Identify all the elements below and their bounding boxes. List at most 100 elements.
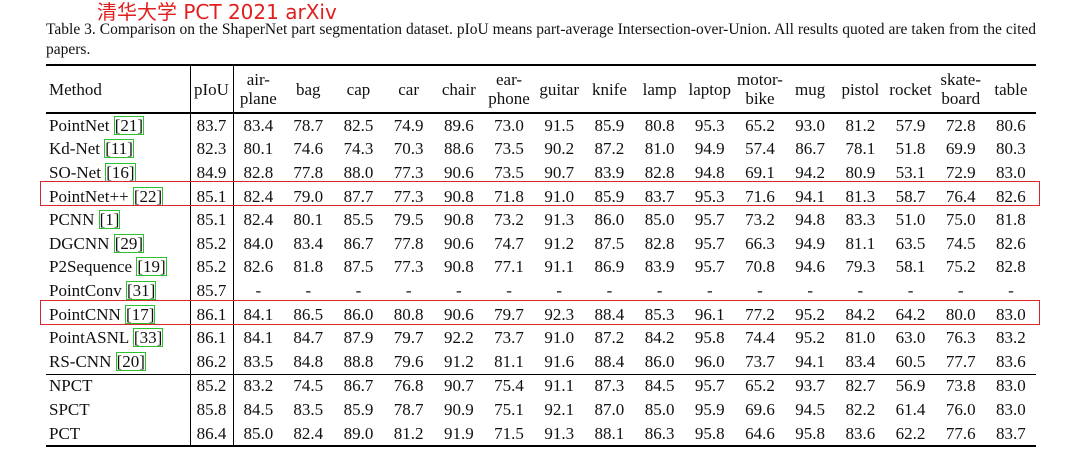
value-cell: - — [1008, 280, 1014, 300]
method-name: DGCNN — [49, 233, 114, 253]
value-cell: 83.6 — [996, 351, 1026, 371]
method-cell: RS-CNN [20] — [46, 349, 191, 375]
value-cell: 73.8 — [935, 373, 986, 399]
value-cell: 80.3 — [996, 139, 1026, 159]
value-cell: 74.5 — [283, 373, 334, 399]
citation-link[interactable]: [33] — [132, 328, 164, 348]
value-cell: 90.6 — [443, 233, 474, 253]
value-cell: 95.2 — [795, 304, 826, 324]
value-cell: 83.4 — [293, 233, 324, 253]
value-cell: 76.0 — [945, 399, 976, 419]
table-row: SPCT 85.8 84.5 83.5 85.9 78.7 90.9 75.1 92.1 87.0… — [46, 398, 1036, 422]
citation-link[interactable]: [21] — [113, 115, 145, 135]
column-header-line1: pistol — [841, 79, 880, 99]
value-cell: 83.4 — [243, 115, 274, 135]
column-header-line1: ear- — [495, 70, 523, 89]
value-cell: 91.3 — [544, 210, 575, 230]
method-cell: SPCT — [46, 398, 191, 422]
citation-link[interactable]: [1] — [98, 210, 121, 230]
table-row: PointNet [21] 83.7 83.4 78.7 82.5 74.9 89.6 73.… — [46, 113, 1036, 138]
value-cell: - — [305, 280, 312, 300]
method-name: PointNet — [49, 115, 114, 135]
citation-link[interactable]: [19] — [136, 257, 167, 277]
method-name: PointCNN — [49, 304, 126, 324]
value-cell: 86.7 — [333, 373, 384, 399]
value-cell: 71.8 — [494, 186, 524, 206]
value-cell: - — [556, 280, 563, 300]
value-cell: 83.6 — [835, 421, 886, 448]
value-cell: 75.1 — [494, 399, 524, 419]
citation-link[interactable]: [22] — [132, 186, 164, 206]
citation-link[interactable]: [17] — [125, 304, 156, 324]
table-row: P2Sequence [19] 85.2 82.6 81.8 87.5 77.3 90.8 7… — [46, 255, 1036, 280]
table-header: Method pIoU air-plane bag cap car chair ear-pho… — [46, 65, 1036, 113]
value-cell: 87.5 — [343, 257, 374, 277]
value-cell: 83.7 — [644, 186, 675, 206]
value-cell: 85.5 — [343, 210, 374, 230]
value-cell: 95.8 — [785, 421, 836, 448]
value-cell: 82.4 — [243, 186, 274, 206]
piou-cell: 85.2 — [190, 255, 234, 280]
table-row: SO-Net [16] 84.9 82.8 77.8 88.0 77.3 90.6 73.5 9… — [46, 161, 1036, 185]
value-cell: 85.0 — [644, 399, 675, 419]
value-cell: 95.2 — [795, 328, 826, 348]
column-header: chair — [434, 65, 484, 113]
value-cell: 86.3 — [634, 421, 685, 448]
value-cell: 77.1 — [494, 257, 524, 277]
value-cell: 73.5 — [494, 162, 524, 182]
column-header: motor-bike — [735, 65, 785, 113]
value-cell: 51.8 — [895, 139, 926, 159]
value-cell: 79.7 — [494, 304, 524, 324]
value-cell: 85.9 — [343, 399, 374, 419]
value-cell: 81.1 — [494, 351, 524, 371]
value-cell: 53.1 — [895, 162, 926, 182]
column-header-line2: plane — [239, 89, 277, 108]
value-cell: 73.0 — [494, 115, 524, 135]
citation-link[interactable]: [11] — [104, 139, 134, 159]
value-cell: 69.1 — [745, 162, 775, 182]
value-cell: 83.2 — [996, 328, 1026, 348]
piou-cell: 85.1 — [190, 208, 234, 232]
method-name: PointConv — [49, 280, 126, 300]
value-cell: 69.9 — [945, 139, 976, 159]
column-header-line1: air- — [246, 70, 270, 89]
column-header-line1: chair — [441, 79, 476, 99]
value-cell: 83.0 — [985, 373, 1036, 399]
watermark-label: 清华大学 PCT 2021 arXiv — [97, 0, 337, 24]
value-cell: 74.5 — [945, 233, 976, 253]
table-row: PointConv [31] 85.7- - - - - - - - - - - - - - - - — [46, 279, 1036, 303]
value-cell: 84.5 — [243, 399, 274, 419]
citation-link[interactable]: [20] — [115, 351, 146, 371]
value-cell: 93.0 — [795, 115, 826, 135]
value-cell: 85.3 — [644, 304, 675, 324]
value-cell: 76.8 — [383, 373, 434, 399]
piou-cell: 85.8 — [190, 398, 234, 422]
value-cell: 83.2 — [233, 373, 284, 399]
value-cell: 94.9 — [694, 139, 725, 159]
value-cell: 95.3 — [694, 186, 725, 206]
value-cell: 80.8 — [644, 115, 675, 135]
method-name: NPCT — [49, 376, 93, 396]
value-cell: 85.0 — [644, 210, 675, 230]
value-cell: 70.8 — [745, 257, 775, 277]
value-cell: 84.2 — [644, 328, 675, 348]
citation-link[interactable]: [16] — [105, 162, 136, 182]
citation-link[interactable]: [31] — [126, 280, 157, 300]
method-cell: P2Sequence [19] — [46, 255, 191, 280]
value-cell: 90.6 — [443, 162, 474, 182]
table-row: NPCT 85.2 83.2 74.5 86.7 76.8 90.7 75.4 91.1 87.3… — [46, 373, 1036, 399]
column-header-line1: laptop — [688, 79, 732, 99]
value-cell: - — [857, 280, 864, 300]
value-cell: 84.0 — [243, 233, 274, 253]
table-row: PointASNL [33] 86.1 84.1 84.7 87.9 79.7 92.2 73… — [46, 326, 1036, 350]
piou-cell: 82.3 — [190, 137, 234, 162]
value-cell: 91.2 — [544, 233, 575, 253]
column-header-line1: Method — [49, 79, 102, 99]
value-cell: 96.1 — [694, 304, 725, 324]
citation-link[interactable]: [29] — [113, 233, 145, 253]
value-cell: 83.0 — [996, 399, 1026, 419]
value-cell: 94.9 — [795, 233, 826, 253]
value-cell: 80.8 — [393, 304, 424, 324]
value-cell: 88.4 — [594, 304, 625, 324]
table-row: PointNet++ [22] 85.1 82.4 79.0 87.7 77.3 90.8 7… — [46, 184, 1036, 209]
